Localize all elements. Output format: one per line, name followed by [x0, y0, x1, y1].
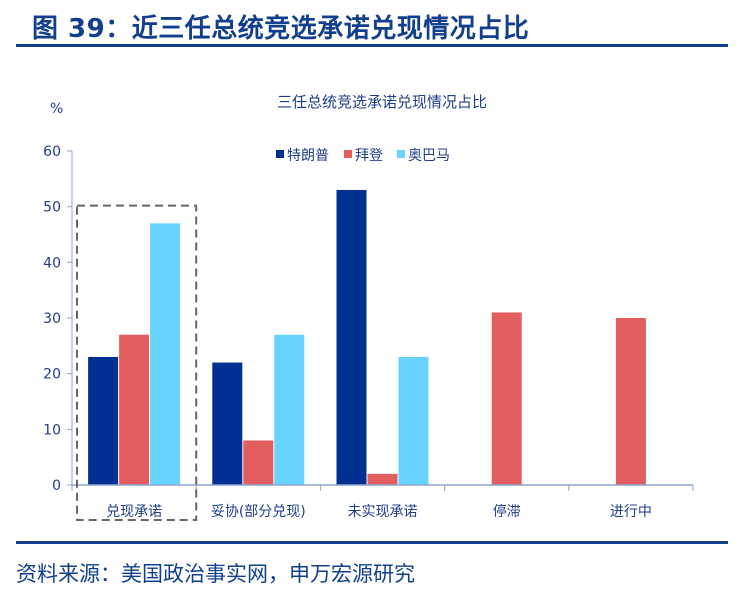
- bar-特朗普-兑现承诺: [88, 356, 119, 485]
- y-axis: 0 10 20 30 40 50 60: [43, 144, 73, 494]
- x-tick-label: 妥协(部分兑现): [211, 504, 306, 520]
- y-tick-label: 50: [43, 200, 61, 216]
- bar-拜登-兑现承诺: [119, 334, 150, 485]
- y-tick-label: 20: [43, 367, 61, 383]
- chart-title: 三任总统竞选承诺兑现情况占比: [277, 93, 487, 111]
- legend-swatch: [344, 150, 352, 158]
- legend-swatch: [276, 150, 284, 158]
- x-tick-label: 兑现承诺: [106, 504, 162, 520]
- figure-title: 图 39：近三任总统竞选承诺兑现情况占比: [32, 14, 530, 44]
- legend-label: 拜登: [355, 148, 383, 164]
- source-note: 资料来源：美国政治事实网，申万宏源研究: [16, 562, 415, 586]
- bar-chart: 三任总统竞选承诺兑现情况占比 % 特朗普 拜登 奥巴马 0102030405060 …: [43, 93, 694, 522]
- y-tick-label: 60: [43, 144, 61, 160]
- x-tick-label: 未实现承诺: [348, 504, 418, 520]
- legend-label: 奥巴马: [408, 147, 450, 164]
- bar-奥巴马-兑现承诺: [150, 223, 181, 485]
- y-tick-label: 10: [43, 422, 61, 438]
- bar-奥巴马-妥协(部分兑现): [274, 334, 305, 485]
- bar-奥巴马-未实现承诺: [398, 356, 429, 485]
- legend-swatch: [397, 150, 405, 158]
- x-tick-label: 停滞: [493, 503, 521, 520]
- y-axis-unit: %: [50, 101, 63, 117]
- legend: 特朗普 拜登 奥巴马: [276, 147, 450, 164]
- y-tick-label: 40: [43, 255, 61, 271]
- highlight-box: [76, 204, 198, 522]
- bar-拜登-妥协(部分兑现): [243, 440, 274, 485]
- bar-拜登-停滞: [491, 312, 522, 485]
- bars: [88, 189, 646, 485]
- top-rule: [16, 44, 728, 47]
- x-tick-label: 进行中: [610, 504, 652, 520]
- y-tick-label: 0: [52, 478, 61, 494]
- bar-拜登-进行中: [615, 318, 646, 485]
- bar-特朗普-妥协(部分兑现): [212, 362, 243, 485]
- bar-拜登-未实现承诺: [367, 473, 398, 485]
- bar-特朗普-未实现承诺: [336, 189, 367, 485]
- bottom-rule: [16, 541, 728, 544]
- x-axis: 兑现承诺 妥协(部分兑现) 未实现承诺 停滞 进行中: [71, 484, 694, 520]
- y-tick-label: 30: [43, 311, 61, 327]
- legend-label: 特朗普: [287, 148, 329, 164]
